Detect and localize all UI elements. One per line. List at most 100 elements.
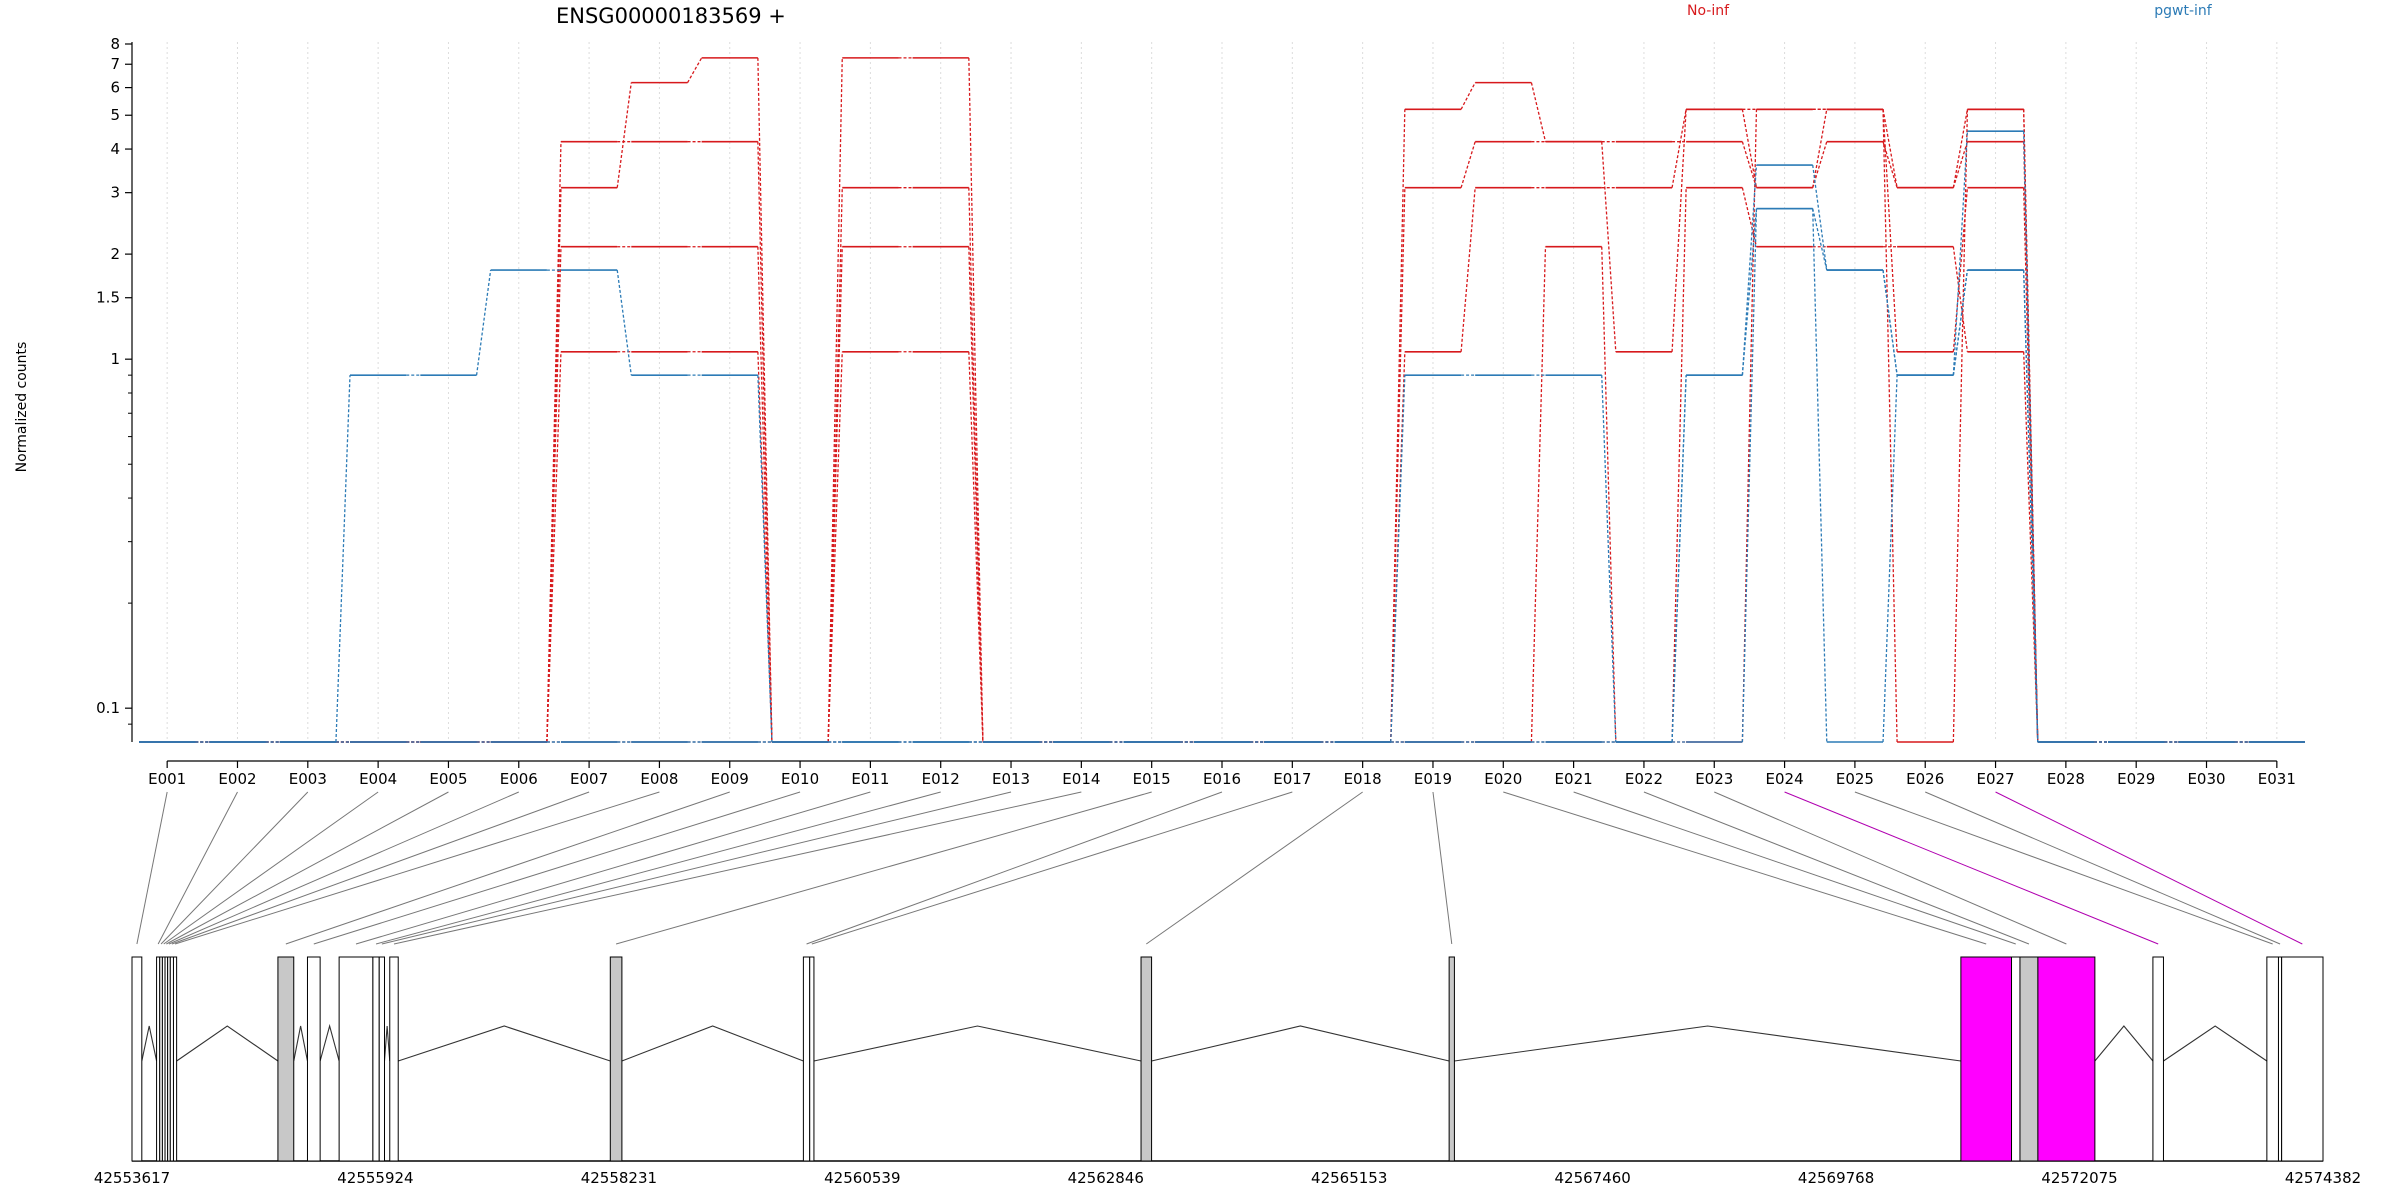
x-tick-label: E008 [640, 770, 678, 788]
connector-E015 [615, 791, 1152, 945]
data-connector [475, 270, 492, 376]
connector-E022 [1643, 791, 2030, 945]
connector-E020 [1503, 791, 1987, 945]
x-tick-label: E025 [1836, 770, 1874, 788]
genomic-position-label: 42555924 [337, 1169, 413, 1187]
data-connector [2023, 270, 2039, 743]
legend-entry: No-inf [1687, 3, 1730, 19]
x-tick-label: E020 [1484, 770, 1522, 788]
data-connector [1671, 109, 1687, 188]
grid-lines [166, 42, 2278, 742]
data-connector [968, 351, 984, 743]
data-connector [1882, 375, 1898, 743]
exon-box-E021 [2011, 956, 2021, 1162]
exon-box-E018 [1140, 956, 1153, 1162]
connector-E024 [1784, 791, 2159, 945]
exon-box-E024 [2152, 956, 2164, 1162]
data-connector [1952, 141, 1969, 188]
connector-E010 [313, 791, 801, 945]
exon-connectors [136, 791, 2303, 945]
data-connector [1882, 109, 1898, 188]
x-tick-label: E031 [2258, 770, 2296, 788]
data-connector [686, 57, 703, 83]
genomic-position-label: 42567460 [1554, 1169, 1630, 1187]
chart-title: ENSG00000183569 + [556, 4, 786, 28]
intron-line [2163, 1025, 2268, 1062]
exon-box-E017 [809, 956, 815, 1162]
connector-E009 [285, 791, 730, 945]
intron-line [1454, 1025, 1961, 1062]
y-tick-label: 8 [110, 35, 120, 53]
exon-box-E014 [389, 956, 399, 1162]
genomic-position-label: 42565153 [1311, 1169, 1387, 1187]
connector-E011 [355, 791, 871, 945]
y-tick-label: 7 [110, 55, 120, 73]
x-tick-label: E011 [851, 770, 889, 788]
y-tick-label: 5 [110, 106, 120, 124]
y-axis-label: Normalized counts [14, 342, 30, 473]
connector-E025 [1854, 791, 2273, 945]
exon-box-E012 [372, 956, 380, 1162]
exon-box-E008 [172, 956, 178, 1162]
data-connector [1601, 141, 1617, 352]
exon-box-E020 [1960, 956, 2013, 1162]
data-connector [1952, 270, 1969, 376]
data-connector [546, 351, 562, 743]
data-connector [616, 270, 632, 376]
data-connector [1952, 109, 1969, 188]
y-tick-label: 1.5 [96, 289, 120, 307]
connector-E017 [811, 791, 1293, 945]
x-tick-label: E015 [1133, 770, 1171, 788]
data-connector [1812, 164, 1828, 271]
data-connector [1390, 187, 1406, 743]
data-connector [1530, 82, 1547, 142]
exon-box-E019 [1448, 956, 1455, 1162]
data-connector [757, 57, 773, 743]
connector-E005 [166, 791, 449, 945]
series-lines [139, 57, 2305, 743]
intron-line [141, 1025, 158, 1062]
intron-line [1151, 1025, 1450, 1062]
genomic-position-label: 42553617 [94, 1169, 170, 1187]
intron-line [319, 1023, 340, 1062]
axes: 0.1 1 1.5 2 3 4 5 6 7 8 E001 E002 E003 E004 E005 E006 E0… [96, 35, 2296, 788]
x-tick-label: E027 [1976, 770, 2014, 788]
legend: No-inf pgwt-inf [1687, 3, 2213, 19]
y-tick-label: 6 [110, 79, 120, 97]
data-connector [1741, 141, 1758, 188]
data-connector [1741, 208, 1758, 743]
series-pgwt-inf-8 [139, 207, 2305, 743]
connector-E008 [174, 791, 660, 945]
x-tick-label: E017 [1273, 770, 1311, 788]
intron-line [2094, 1025, 2154, 1062]
data-connector [1812, 109, 1828, 188]
connector-E023 [1714, 791, 2067, 945]
y-tick-label: 3 [110, 184, 120, 202]
data-connector [757, 375, 773, 743]
x-tick-label: E019 [1414, 770, 1452, 788]
exon-box-E013 [378, 956, 385, 1162]
y-tick-label: 1 [110, 350, 120, 368]
connector-E026 [1925, 791, 2281, 945]
y-tick-label: 2 [110, 245, 120, 263]
genomic-position-label: 42569768 [1798, 1169, 1874, 1187]
data-connector [827, 351, 843, 743]
genomic-position-label: 42562846 [1068, 1169, 1144, 1187]
exon-box-E027 [2281, 956, 2324, 1162]
connector-E016 [806, 791, 1223, 945]
intron-line [293, 1025, 309, 1062]
data-connector [616, 82, 632, 188]
connector-E001 [136, 791, 168, 945]
data-connector [1882, 109, 1898, 743]
data-connector [1812, 208, 1828, 271]
data-connector [1812, 141, 1828, 188]
intron-line [813, 1025, 1142, 1062]
x-tick-label: E026 [1906, 770, 1944, 788]
data-connector [2023, 131, 2039, 743]
data-connector [1952, 246, 1969, 352]
intron-line [621, 1025, 804, 1062]
x-tick-label: E005 [429, 770, 467, 788]
x-tick-label: E022 [1625, 770, 1663, 788]
data-connector [1882, 109, 1898, 352]
